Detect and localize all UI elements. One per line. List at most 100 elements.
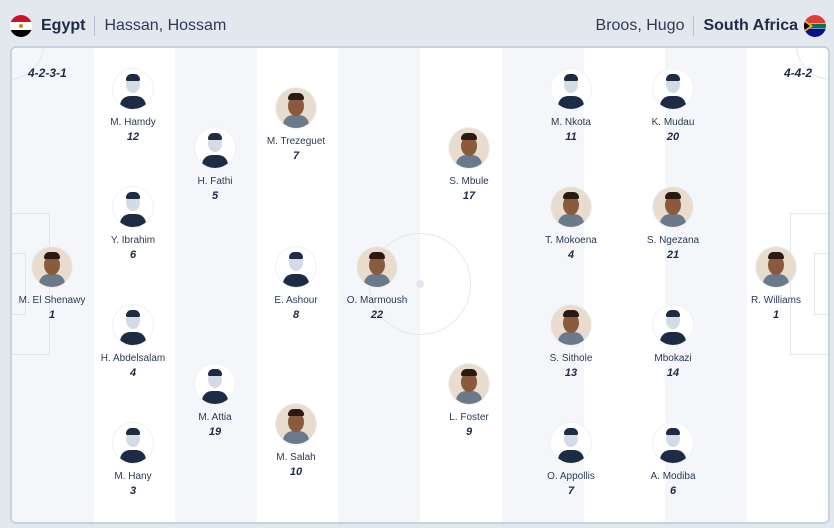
player-avatar-icon xyxy=(276,247,316,287)
away-goal-box xyxy=(814,253,828,315)
player-number: 10 xyxy=(289,466,303,478)
player-name: H. Abdelsalam xyxy=(100,353,166,364)
player-card[interactable]: M. Hamdy 12 xyxy=(83,69,183,143)
player-avatar-icon xyxy=(113,305,153,345)
player-name: M. Hamdy xyxy=(110,117,156,128)
player-card[interactable]: A. Modiba 6 xyxy=(623,423,723,497)
player-photo xyxy=(551,305,591,345)
player-name: M. Salah xyxy=(276,452,316,463)
player-name: T. Mokoena xyxy=(545,235,597,246)
player-photo xyxy=(449,128,489,168)
player-avatar-icon xyxy=(551,69,591,109)
player-number: 17 xyxy=(462,190,476,202)
home-formation: 4-2-3-1 xyxy=(28,66,67,80)
player-card[interactable]: K. Mudau 20 xyxy=(623,69,723,143)
player-name: H. Fathi xyxy=(197,176,233,187)
player-number: 4 xyxy=(567,249,575,261)
player-name: M. Trezeguet xyxy=(266,136,326,147)
player-name: L. Foster xyxy=(449,412,489,423)
player-photo xyxy=(276,404,316,444)
player-avatar-icon xyxy=(113,187,153,227)
player-photo xyxy=(449,364,489,404)
player-card[interactable]: T. Mokoena 4 xyxy=(521,187,621,261)
player-number: 8 xyxy=(292,309,300,321)
player-name: Y. Ibrahim xyxy=(110,235,156,246)
player-photo xyxy=(653,187,693,227)
player-card[interactable]: O. Appollis 7 xyxy=(521,423,621,497)
divider xyxy=(94,16,96,36)
egypt-flag-icon xyxy=(10,15,32,37)
player-number: 5 xyxy=(211,190,219,202)
player-card[interactable]: M. Nkota 11 xyxy=(521,69,621,143)
player-card[interactable]: S. Ngezana 21 xyxy=(623,187,723,261)
player-name: Mbokazi xyxy=(654,353,692,364)
player-number: 1 xyxy=(48,309,56,321)
divider xyxy=(693,16,695,36)
player-avatar-icon xyxy=(653,305,693,345)
player-number: 3 xyxy=(129,485,137,497)
player-card[interactable]: M. Attia 19 xyxy=(165,364,265,438)
player-name: E. Ashour xyxy=(274,295,318,306)
player-card[interactable]: S. Sithole 13 xyxy=(521,305,621,379)
away-formation: 4-4-2 xyxy=(783,66,812,80)
player-card[interactable]: H. Abdelsalam 4 xyxy=(83,305,183,379)
player-avatar-icon xyxy=(113,423,153,463)
player-number: 6 xyxy=(669,485,677,497)
player-card[interactable]: M. El Shenawy 1 xyxy=(12,247,102,321)
south-africa-flag-icon xyxy=(804,15,826,37)
player-number: 11 xyxy=(565,131,577,143)
player-card[interactable]: E. Ashour 8 xyxy=(246,247,346,321)
player-name: S. Sithole xyxy=(549,353,593,364)
home-team-name[interactable]: Egypt xyxy=(41,17,86,34)
player-avatar-icon xyxy=(195,364,235,404)
player-number: 21 xyxy=(666,249,680,261)
player-number: 1 xyxy=(772,309,780,321)
player-photo xyxy=(756,247,796,287)
home-goal-box xyxy=(12,253,26,315)
player-card[interactable]: L. Foster 9 xyxy=(419,364,519,438)
home-team-header: Egypt Hassan, Hossam xyxy=(10,12,226,40)
player-name: M. Nkota xyxy=(550,117,591,128)
player-avatar-icon xyxy=(653,423,693,463)
player-photo xyxy=(551,187,591,227)
away-team-name[interactable]: South Africa xyxy=(703,17,798,34)
player-number: 6 xyxy=(129,249,137,261)
away-coach: Broos, Hugo xyxy=(595,17,685,34)
away-penalty-box xyxy=(790,213,828,355)
pitch: 4-2-3-1 4-4-2 M. El Shenawy 1 M. Hamdy 1… xyxy=(10,46,830,524)
player-avatar-icon xyxy=(653,69,693,109)
player-card[interactable]: S. Mbule 17 xyxy=(419,128,519,202)
player-name: O. Marmoush xyxy=(346,295,408,306)
player-number: 13 xyxy=(564,367,578,379)
player-avatar-icon xyxy=(113,69,153,109)
player-card[interactable]: Mbokazi 14 xyxy=(623,305,723,379)
player-number: 9 xyxy=(465,426,473,438)
player-name: K. Mudau xyxy=(651,117,695,128)
player-photo xyxy=(32,247,72,287)
player-card[interactable]: M. Trezeguet 7 xyxy=(246,88,346,162)
player-card[interactable]: H. Fathi 5 xyxy=(165,128,265,202)
pitch-stripe xyxy=(175,48,258,522)
player-name: S. Mbule xyxy=(449,176,489,187)
player-name: M. Hany xyxy=(114,471,152,482)
player-name: R. Williams xyxy=(751,295,801,306)
player-card[interactable]: O. Marmoush 22 xyxy=(327,247,427,321)
player-photo xyxy=(276,88,316,128)
player-card[interactable]: R. Williams 1 xyxy=(726,247,826,321)
home-coach: Hassan, Hossam xyxy=(104,17,227,34)
player-number: 14 xyxy=(666,367,680,379)
center-spot xyxy=(416,280,424,288)
player-name: A. Modiba xyxy=(650,471,696,482)
player-number: 20 xyxy=(666,131,680,143)
player-card[interactable]: M. Salah 10 xyxy=(246,404,346,478)
player-name: M. Attia xyxy=(198,412,232,423)
player-number: 7 xyxy=(567,485,575,497)
player-avatar-icon xyxy=(195,128,235,168)
player-number: 19 xyxy=(208,426,222,438)
player-card[interactable]: Y. Ibrahim 6 xyxy=(83,187,183,261)
player-photo xyxy=(357,247,397,287)
away-team-header: Broos, Hugo South Africa xyxy=(596,12,826,40)
player-name: O. Appollis xyxy=(547,471,595,482)
player-number: 4 xyxy=(129,367,137,379)
player-card[interactable]: M. Hany 3 xyxy=(83,423,183,497)
